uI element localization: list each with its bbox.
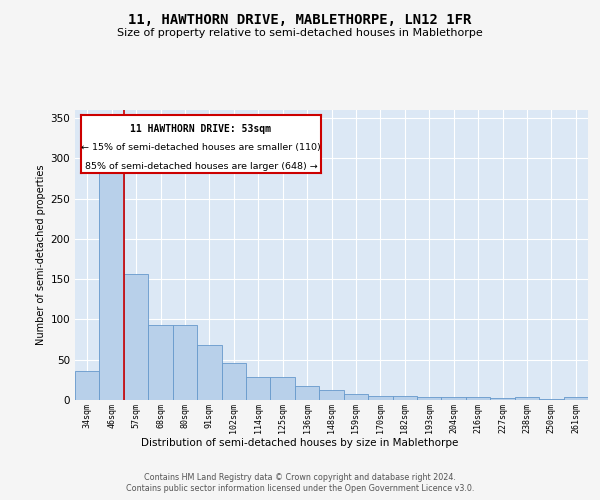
Text: Contains HM Land Registry data © Crown copyright and database right 2024.: Contains HM Land Registry data © Crown c… xyxy=(144,472,456,482)
Bar xyxy=(490,398,515,400)
Text: 11 HAWTHORN DRIVE: 53sqm: 11 HAWTHORN DRIVE: 53sqm xyxy=(131,124,271,134)
Bar xyxy=(246,378,271,400)
Text: Distribution of semi-detached houses by size in Mablethorpe: Distribution of semi-detached houses by … xyxy=(142,438,458,448)
Bar xyxy=(466,397,490,400)
Bar xyxy=(173,325,197,400)
Bar xyxy=(75,371,100,400)
Bar xyxy=(442,397,466,400)
Text: Size of property relative to semi-detached houses in Mablethorpe: Size of property relative to semi-detach… xyxy=(117,28,483,38)
Bar xyxy=(100,173,124,400)
Text: 11, HAWTHORN DRIVE, MABLETHORPE, LN12 1FR: 11, HAWTHORN DRIVE, MABLETHORPE, LN12 1F… xyxy=(128,12,472,26)
Text: Contains public sector information licensed under the Open Government Licence v3: Contains public sector information licen… xyxy=(126,484,474,493)
Bar xyxy=(124,274,148,400)
Bar xyxy=(221,363,246,400)
Bar xyxy=(368,396,392,400)
Bar xyxy=(148,325,173,400)
Bar xyxy=(295,386,319,400)
Text: ← 15% of semi-detached houses are smaller (110): ← 15% of semi-detached houses are smalle… xyxy=(81,142,321,152)
Bar xyxy=(563,397,588,400)
Bar xyxy=(392,396,417,400)
Bar xyxy=(271,378,295,400)
Bar xyxy=(539,399,563,400)
Bar xyxy=(344,394,368,400)
Y-axis label: Number of semi-detached properties: Number of semi-detached properties xyxy=(36,165,46,345)
Bar xyxy=(515,397,539,400)
Bar xyxy=(197,345,221,400)
Bar xyxy=(417,397,442,400)
Text: 85% of semi-detached houses are larger (648) →: 85% of semi-detached houses are larger (… xyxy=(85,162,317,171)
Bar xyxy=(319,390,344,400)
